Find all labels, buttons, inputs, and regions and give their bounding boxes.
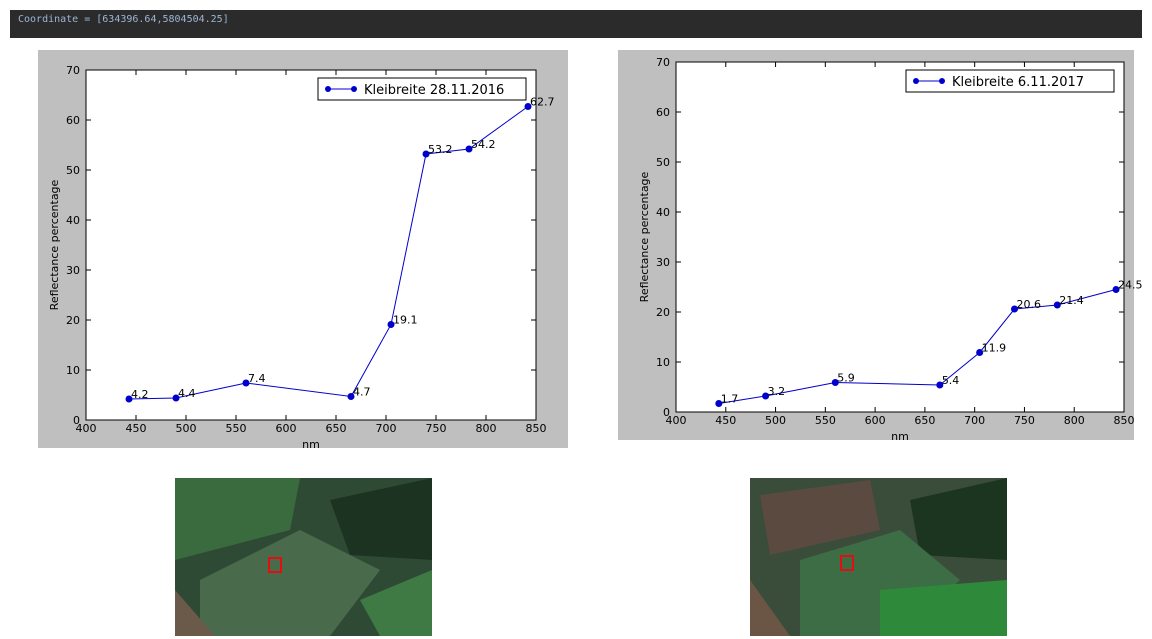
legend-marker xyxy=(913,78,919,84)
data-label: 4.7 xyxy=(353,386,371,399)
y-tick-label: 40 xyxy=(656,206,670,219)
legend-marker xyxy=(325,86,331,92)
x-tick-label: 750 xyxy=(1014,414,1035,427)
y-tick-label: 10 xyxy=(66,364,80,377)
data-label: 1.7 xyxy=(721,393,739,406)
legend-label: Kleibreite 28.11.2016 xyxy=(364,83,504,98)
data-label: 24.5 xyxy=(1118,279,1143,292)
satellite-image xyxy=(750,478,1007,636)
x-axis-label: nm xyxy=(891,430,909,443)
satellite-image xyxy=(175,478,432,636)
x-tick-label: 500 xyxy=(176,422,197,435)
page: {"header": {"coordinate": "Coordinate = … xyxy=(0,0,1152,639)
x-tick-label: 450 xyxy=(715,414,736,427)
legend-label: Kleibreite 6.11.2017 xyxy=(952,75,1084,90)
x-tick-label: 700 xyxy=(964,414,985,427)
x-tick-label: 650 xyxy=(914,414,935,427)
x-tick-label: 750 xyxy=(426,422,447,435)
data-label: 7.4 xyxy=(248,372,266,385)
x-tick-label: 450 xyxy=(126,422,147,435)
x-axis-label: nm xyxy=(302,438,320,451)
data-label: 21.4 xyxy=(1059,294,1084,307)
data-label: 54.2 xyxy=(471,138,496,151)
x-tick-label: 650 xyxy=(326,422,347,435)
data-label: 11.9 xyxy=(982,342,1007,355)
x-tick-label: 850 xyxy=(1114,414,1135,427)
data-label: 5.4 xyxy=(942,374,960,387)
y-axis-label: Reflectance percentage xyxy=(48,179,61,310)
x-tick-label: 800 xyxy=(476,422,497,435)
y-tick-label: 60 xyxy=(656,106,670,119)
x-tick-label: 850 xyxy=(526,422,547,435)
data-label: 4.2 xyxy=(131,388,149,401)
data-label: 20.6 xyxy=(1016,298,1041,311)
y-tick-label: 20 xyxy=(656,306,670,319)
charts: 4004505005506006507007508008500102030405… xyxy=(0,0,1152,639)
y-axis-label: Reflectance percentage xyxy=(638,171,651,302)
data-label: 62.7 xyxy=(530,96,555,109)
y-tick-label: 0 xyxy=(73,414,80,427)
plot-area xyxy=(86,70,536,420)
y-tick-label: 30 xyxy=(66,264,80,277)
y-tick-label: 70 xyxy=(66,64,80,77)
data-label: 19.1 xyxy=(393,314,418,327)
y-tick-label: 50 xyxy=(66,164,80,177)
legend-marker xyxy=(939,78,945,84)
x-tick-label: 500 xyxy=(765,414,786,427)
data-label: 53.2 xyxy=(428,143,453,156)
y-tick-label: 50 xyxy=(656,156,670,169)
y-tick-label: 30 xyxy=(656,256,670,269)
data-label: 5.9 xyxy=(837,372,855,385)
x-tick-label: 550 xyxy=(226,422,247,435)
y-tick-label: 40 xyxy=(66,214,80,227)
data-label: 4.4 xyxy=(178,387,196,400)
x-tick-label: 550 xyxy=(815,414,836,427)
plot-area xyxy=(676,62,1124,412)
legend-marker xyxy=(351,86,357,92)
y-tick-label: 60 xyxy=(66,114,80,127)
x-tick-label: 600 xyxy=(865,414,886,427)
data-label: 3.2 xyxy=(768,385,786,398)
y-tick-label: 0 xyxy=(663,406,670,419)
x-tick-label: 800 xyxy=(1064,414,1085,427)
x-tick-label: 600 xyxy=(276,422,297,435)
x-tick-label: 700 xyxy=(376,422,397,435)
y-tick-label: 10 xyxy=(656,356,670,369)
y-tick-label: 70 xyxy=(656,56,670,69)
y-tick-label: 20 xyxy=(66,314,80,327)
